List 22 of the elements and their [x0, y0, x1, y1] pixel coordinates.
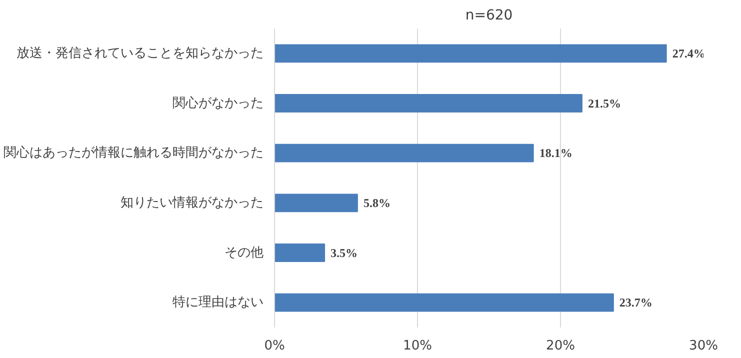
data-label: 18.1% — [539, 146, 572, 160]
y-tick-label: 特に理由はない — [172, 295, 264, 310]
bar — [274, 194, 358, 212]
y-tick-label: 関心はあったが情報に触れる時間がなかった — [4, 144, 264, 161]
bar — [274, 244, 326, 262]
data-label: 5.8% — [363, 196, 390, 210]
bar — [274, 94, 582, 112]
bar — [274, 144, 534, 162]
data-label: 23.7% — [619, 296, 652, 310]
x-tick-label: 0% — [264, 338, 285, 354]
x-tick-label: 30% — [689, 338, 718, 354]
y-tick-label: 関心がなかった — [172, 94, 264, 111]
bar — [274, 293, 614, 312]
x-tick-label: 20% — [546, 338, 575, 354]
y-tick-label: 放送・発信されていることを知らなかった — [16, 46, 264, 61]
y-tick-label: 知りたい情報がなかった — [120, 195, 264, 210]
data-label: 21.5% — [588, 96, 621, 110]
data-label: 3.5% — [330, 246, 358, 260]
chart-title: n=620 — [465, 8, 513, 24]
bar — [274, 44, 667, 63]
y-tick-label: その他 — [224, 245, 264, 260]
x-tick-label: 10% — [403, 338, 432, 354]
